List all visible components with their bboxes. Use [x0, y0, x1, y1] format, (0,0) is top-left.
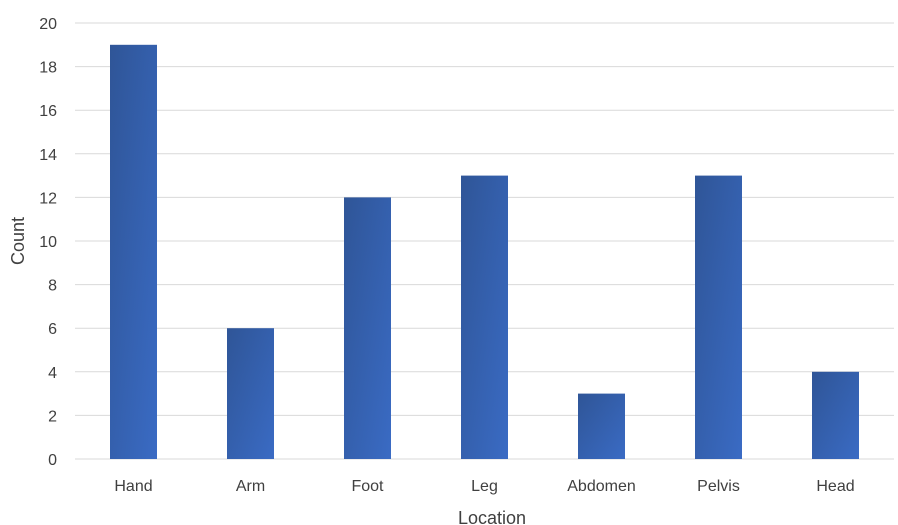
bar-foot: [344, 197, 391, 459]
x-tick-label: Arm: [236, 478, 265, 495]
y-axis-title: Count: [8, 217, 28, 265]
bars: [110, 44, 859, 460]
y-tick-label: 8: [48, 278, 57, 295]
x-tick-labels: Hand Arm Foot Leg Abdomen Pelvis Head: [114, 478, 854, 495]
x-tick-label: Abdomen: [567, 478, 636, 495]
bar-arm: [227, 328, 274, 459]
y-tick-label: 6: [48, 321, 57, 338]
y-tick-label: 4: [48, 365, 57, 382]
y-tick-labels: 0 2 4 6 8 10 12 14 16 18 20: [39, 16, 57, 469]
bar-leg: [461, 175, 508, 459]
x-tick-label: Leg: [471, 478, 498, 495]
y-tick-label: 20: [39, 16, 57, 33]
y-tick-label: 10: [39, 234, 57, 251]
y-tick-label: 18: [39, 60, 57, 77]
x-tick-label: Pelvis: [697, 478, 740, 495]
x-tick-label: Hand: [114, 478, 152, 495]
y-tick-label: 12: [39, 190, 57, 207]
bar-abdomen: [578, 393, 625, 459]
bar-head: [812, 371, 859, 459]
bar-pelvis: [695, 175, 742, 459]
y-tick-label: 0: [48, 452, 57, 469]
y-tick-label: 14: [39, 147, 57, 164]
bar-hand: [110, 44, 157, 460]
x-tick-label: Foot: [351, 478, 384, 495]
y-tick-label: 2: [48, 408, 57, 425]
y-tick-label: 16: [39, 103, 57, 120]
x-axis-title: Location: [458, 508, 526, 525]
x-tick-label: Head: [816, 478, 854, 495]
